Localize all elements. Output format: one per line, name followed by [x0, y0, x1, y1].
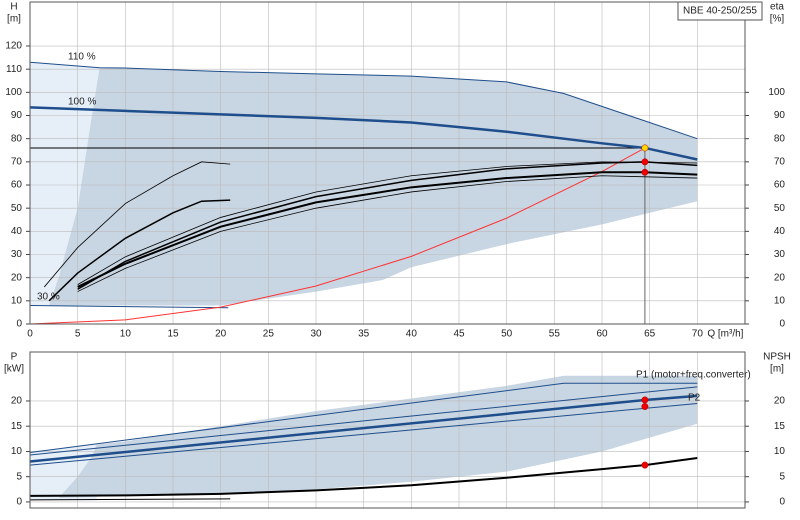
y2-tick-label: 60: [774, 180, 786, 191]
operating-area: [58, 375, 698, 498]
x-tick-label: 40: [406, 329, 418, 340]
annotation: P2: [688, 393, 701, 404]
annotation: 100 %: [68, 97, 96, 108]
y-tick-label: 20: [11, 396, 23, 407]
duty-point: [641, 168, 649, 176]
duty-point: [641, 396, 649, 404]
y2-axis-unit: [%]: [770, 14, 785, 25]
curve: [77, 171, 698, 288]
y2-tick-label: 30: [774, 249, 786, 260]
y2-tick-label: 10: [774, 446, 786, 457]
curve: [29, 386, 698, 456]
annotation: P1 (motor+freq.converter): [636, 370, 751, 381]
annotation: 110 %: [68, 52, 96, 63]
y-tick-label: 100: [5, 87, 22, 98]
y-tick-label: 70: [11, 156, 23, 167]
y2-tick-label: 40: [774, 226, 786, 237]
y-tick-label: 5: [16, 471, 22, 482]
y2-tick-label: 80: [774, 133, 786, 144]
y-tick-label: 10: [11, 446, 23, 457]
y2-tick-label: 90: [774, 110, 786, 121]
y2-tick-label: 70: [774, 156, 786, 167]
curve: [29, 498, 231, 501]
x-tick-label: 50: [501, 329, 513, 340]
y2-tick-label: 15: [774, 421, 786, 432]
title-box: [677, 1, 763, 21]
plot-frame: [29, 351, 746, 509]
y-tick-label: 0: [16, 497, 22, 508]
y-tick-label: 50: [11, 203, 23, 214]
x-tick-label: 10: [120, 329, 132, 340]
curve: [77, 161, 698, 290]
duty-point: [641, 461, 649, 469]
duty-point: [641, 403, 649, 410]
y-tick-label: 0: [16, 319, 22, 330]
x-tick-label: 20: [215, 329, 227, 340]
curve: [29, 61, 698, 140]
curve: [29, 382, 698, 453]
x-tick-label: 45: [453, 329, 465, 340]
y-tick-label: 20: [11, 272, 23, 283]
y-tick-label: 40: [11, 226, 23, 237]
y-axis-label: P: [11, 352, 18, 363]
x-tick-label: 35: [358, 329, 370, 340]
y2-tick-label: 5: [779, 471, 785, 482]
curve: [29, 457, 698, 497]
curve: [48, 199, 231, 302]
y2-axis-unit: [m]: [770, 364, 784, 375]
x-axis-label: Q [m³/h]: [707, 329, 743, 340]
y2-tick-label: 0: [779, 319, 785, 330]
curve: [77, 175, 698, 292]
curve: [29, 106, 698, 161]
x-tick-label: 70: [692, 329, 704, 340]
curve: [29, 147, 646, 325]
y2-axis-label: NPSH: [763, 352, 791, 363]
duty-point: [641, 144, 649, 152]
y2-tick-label: 20: [774, 396, 786, 407]
curve: [43, 161, 231, 288]
curve: [29, 402, 698, 466]
x-tick-label: 0: [27, 329, 33, 340]
y2-tick-label: 10: [774, 295, 786, 306]
y-tick-label: 30: [11, 249, 23, 260]
y-axis-label: H: [10, 2, 17, 13]
y2-axis-label: eta: [770, 2, 784, 13]
y2-tick-label: 20: [774, 272, 786, 283]
y-axis-unit: [kW]: [4, 364, 24, 375]
y-tick-label: 80: [11, 133, 23, 144]
y-tick-label: 90: [11, 110, 23, 121]
x-tick-label: 60: [596, 329, 608, 340]
curve: [29, 304, 229, 309]
curve: [77, 161, 698, 285]
y-tick-label: 60: [11, 180, 23, 191]
y-tick-label: 120: [5, 41, 22, 52]
x-tick-label: 15: [167, 329, 179, 340]
y-tick-label: 110: [6, 64, 22, 75]
y2-tick-label: 100: [768, 87, 785, 98]
y2-tick-label: 50: [774, 203, 786, 214]
x-tick-label: 30: [310, 329, 322, 340]
y2-tick-label: 0: [779, 497, 785, 508]
duty-point: [641, 158, 649, 166]
y-tick-label: 15: [11, 421, 23, 432]
annotation: 30 %: [37, 292, 60, 303]
x-tick-label: 65: [644, 329, 656, 340]
x-tick-label: 55: [549, 329, 561, 340]
x-tick-label: 25: [263, 329, 275, 340]
y-axis-unit: [m]: [7, 14, 21, 25]
plot-frame: [29, 1, 746, 325]
y-tick-label: 10: [11, 295, 23, 306]
chart-title: NBE 40-250/255: [683, 6, 757, 17]
x-tick-label: 5: [75, 329, 81, 340]
